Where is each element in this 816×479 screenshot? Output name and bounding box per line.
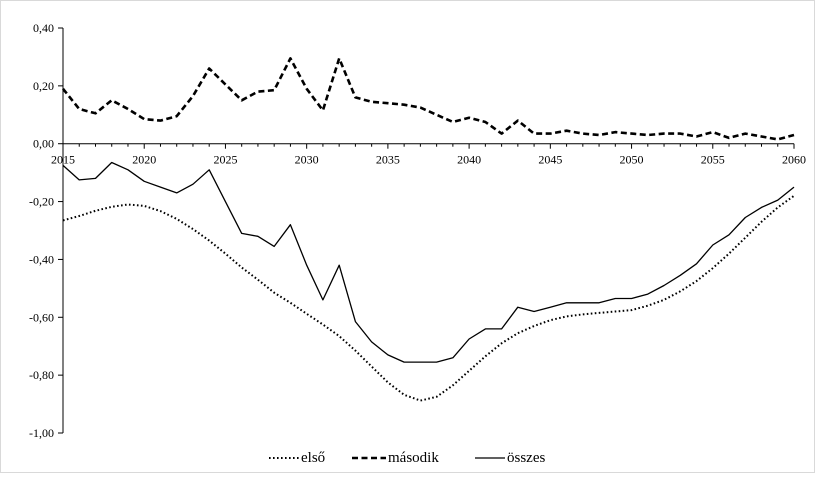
legend-label: második xyxy=(388,450,439,466)
axes xyxy=(58,27,795,434)
legend: első második összes xyxy=(269,450,545,466)
y-tick-label: -1,00 xyxy=(29,426,54,440)
x-tick-label: 2030 xyxy=(295,153,319,167)
legend-label: összes xyxy=(507,450,545,466)
y-tick-label: -0,60 xyxy=(29,310,54,324)
y-tick-label: 0,00 xyxy=(33,137,54,151)
y-tick-label: 0,20 xyxy=(33,79,54,93)
x-tick-label: 2045 xyxy=(538,153,562,167)
series-lines xyxy=(61,57,795,402)
series-line-dashed xyxy=(61,57,795,141)
x-tick-label: 2040 xyxy=(457,153,481,167)
y-tick-label: -0,80 xyxy=(29,368,54,382)
x-tick-label: 2020 xyxy=(132,153,156,167)
x-tick-labels: 2015 2020 2025 2030 2035 2040 2045 2050 2055 2060 xyxy=(51,153,806,167)
series-line-solid xyxy=(62,161,795,363)
x-tick-label: 2025 xyxy=(213,153,237,167)
series-line-dotted xyxy=(62,194,795,402)
y-tick-labels: 0,40 0,20 0,00 -0,20 -0,40 -0,60 -0,80 -1,00 xyxy=(29,21,54,440)
x-tick-label: 2055 xyxy=(701,153,725,167)
x-tick-label: 2060 xyxy=(782,153,806,167)
legend-label: első xyxy=(301,450,325,466)
x-tick-label: 2015 xyxy=(51,153,75,167)
y-tick-label: -0,20 xyxy=(29,195,54,209)
y-tick-label: -0,40 xyxy=(29,252,54,266)
x-tick-label: 2050 xyxy=(620,153,644,167)
x-tick-label: 2035 xyxy=(376,153,400,167)
y-tick-label: 0,40 xyxy=(33,21,54,35)
